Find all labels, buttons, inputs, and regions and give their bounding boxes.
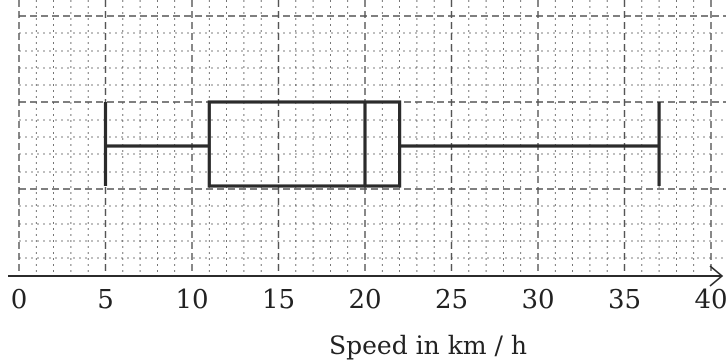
interquartile-box <box>207 100 402 188</box>
x-tick-label: 25 <box>435 285 468 315</box>
x-tick-label: 10 <box>175 285 208 315</box>
x-tick-label: 40 <box>694 285 726 315</box>
grid <box>18 0 726 277</box>
x-tick-label: 20 <box>348 285 381 315</box>
x-tick-labels: 0 5 10 15 20 25 30 35 40 <box>11 285 726 315</box>
x-tick-label: 0 <box>11 285 28 315</box>
x-tick-label: 30 <box>521 285 554 315</box>
box-plot <box>103 100 661 188</box>
x-axis <box>8 265 724 287</box>
x-tick-label: 35 <box>608 285 641 315</box>
x-axis-arrowhead <box>709 265 724 287</box>
x-tick-label: 15 <box>262 285 295 315</box>
x-axis-title: Speed in km / h <box>329 331 527 360</box>
x-tick-label: 5 <box>97 285 114 315</box>
